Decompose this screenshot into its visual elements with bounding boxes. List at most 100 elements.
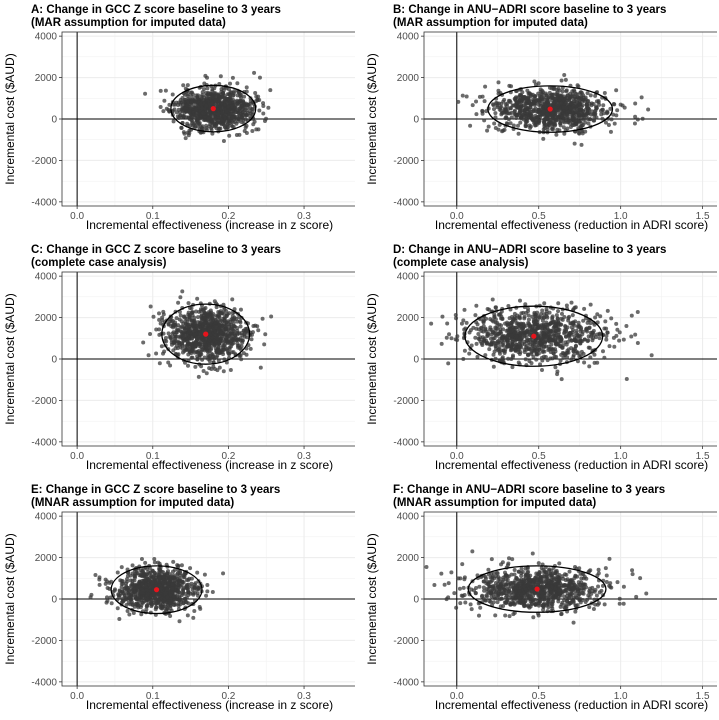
x-tick-label: 0.0: [70, 691, 84, 702]
y-tick-label: -2000: [31, 636, 57, 647]
y-tick-label: 4000: [35, 272, 58, 283]
bootstrap-point: [578, 107, 582, 111]
bootstrap-point: [605, 111, 609, 115]
y-axis-label: Incremental cost ($AUD): [365, 53, 379, 184]
bootstrap-point: [523, 95, 527, 99]
bootstrap-point: [497, 323, 501, 327]
bootstrap-point: [454, 606, 458, 610]
bootstrap-point: [480, 341, 484, 345]
bootstrap-point: [574, 344, 578, 348]
bootstrap-point: [180, 342, 184, 346]
bootstrap-point: [593, 94, 597, 98]
bootstrap-point: [201, 90, 205, 94]
bootstrap-point: [232, 89, 236, 93]
bootstrap-point: [606, 309, 610, 313]
bootstrap-point: [530, 114, 534, 118]
bootstrap-point: [568, 337, 572, 341]
bootstrap-point: [537, 323, 541, 327]
bootstrap-point: [506, 111, 510, 115]
bootstrap-point: [511, 340, 515, 344]
y-tick-label: -4000: [393, 437, 419, 448]
bootstrap-point: [219, 74, 223, 78]
bootstrap-point: [526, 321, 530, 325]
bootstrap-point: [104, 578, 108, 582]
y-tick-label: 2000: [397, 73, 420, 84]
bootstrap-point: [261, 101, 265, 105]
bootstrap-point: [496, 339, 500, 343]
bootstrap-point: [204, 124, 208, 128]
bootstrap-point: [594, 104, 598, 108]
bootstrap-point: [136, 571, 140, 575]
bootstrap-point: [513, 331, 517, 335]
bootstrap-point: [167, 323, 171, 327]
bootstrap-point: [191, 347, 195, 351]
bootstrap-point: [622, 338, 626, 342]
bootstrap-point: [542, 323, 546, 327]
bootstrap-point: [229, 123, 233, 127]
bootstrap-point: [523, 302, 527, 306]
bootstrap-point: [615, 108, 619, 112]
bootstrap-point: [245, 353, 249, 357]
bootstrap-point: [567, 315, 571, 319]
bootstrap-point: [541, 109, 545, 113]
bootstrap-point: [194, 344, 198, 348]
bootstrap-point: [190, 577, 194, 581]
bootstrap-point: [550, 127, 554, 131]
bootstrap-point: [562, 331, 566, 335]
bootstrap-point: [262, 342, 266, 346]
bootstrap-point: [480, 109, 484, 113]
bootstrap-point: [543, 100, 547, 104]
bootstrap-point: [195, 350, 199, 354]
bootstrap-point: [148, 332, 152, 336]
bootstrap-point: [256, 328, 260, 332]
bootstrap-point: [503, 111, 507, 115]
bootstrap-point: [184, 110, 188, 114]
bootstrap-point: [506, 328, 510, 332]
bootstrap-point: [590, 103, 594, 107]
bootstrap-point: [526, 353, 530, 357]
bootstrap-point: [109, 595, 113, 599]
bootstrap-point: [215, 340, 219, 344]
bootstrap-point: [514, 316, 518, 320]
bootstrap-point: [629, 335, 633, 339]
bootstrap-point: [513, 348, 517, 352]
bootstrap-point: [543, 335, 547, 339]
bootstrap-point: [122, 591, 126, 595]
bootstrap-point: [239, 308, 243, 312]
bootstrap-point: [236, 102, 240, 106]
bootstrap-point: [604, 334, 608, 338]
bootstrap-point: [230, 342, 234, 346]
panel-title: D: Change in ANU−ADRI score baseline to …: [393, 244, 666, 256]
bootstrap-point: [465, 321, 469, 325]
bootstrap-point: [633, 102, 637, 106]
bootstrap-point: [469, 328, 473, 332]
bootstrap-point: [577, 321, 581, 325]
bootstrap-point: [154, 573, 158, 577]
bootstrap-point: [234, 122, 238, 126]
bootstrap-point: [224, 97, 228, 101]
bootstrap-point: [140, 587, 144, 591]
bootstrap-point: [216, 119, 220, 123]
bootstrap-point: [537, 341, 541, 345]
bootstrap-point: [127, 601, 131, 605]
bootstrap-point: [195, 328, 199, 332]
bootstrap-point: [582, 307, 586, 311]
bootstrap-point: [586, 91, 590, 95]
bootstrap-point: [562, 117, 566, 121]
bootstrap-point: [500, 317, 504, 321]
bootstrap-point: [215, 107, 219, 111]
bootstrap-point: [203, 74, 207, 78]
bootstrap-point: [161, 599, 165, 603]
bootstrap-point: [516, 124, 520, 128]
bootstrap-point: [178, 336, 182, 340]
bootstrap-point: [598, 332, 602, 336]
bootstrap-point: [209, 348, 213, 352]
bootstrap-point: [159, 604, 163, 608]
bootstrap-point: [580, 143, 584, 147]
bootstrap-point: [610, 117, 614, 121]
bootstrap-point: [200, 358, 204, 362]
